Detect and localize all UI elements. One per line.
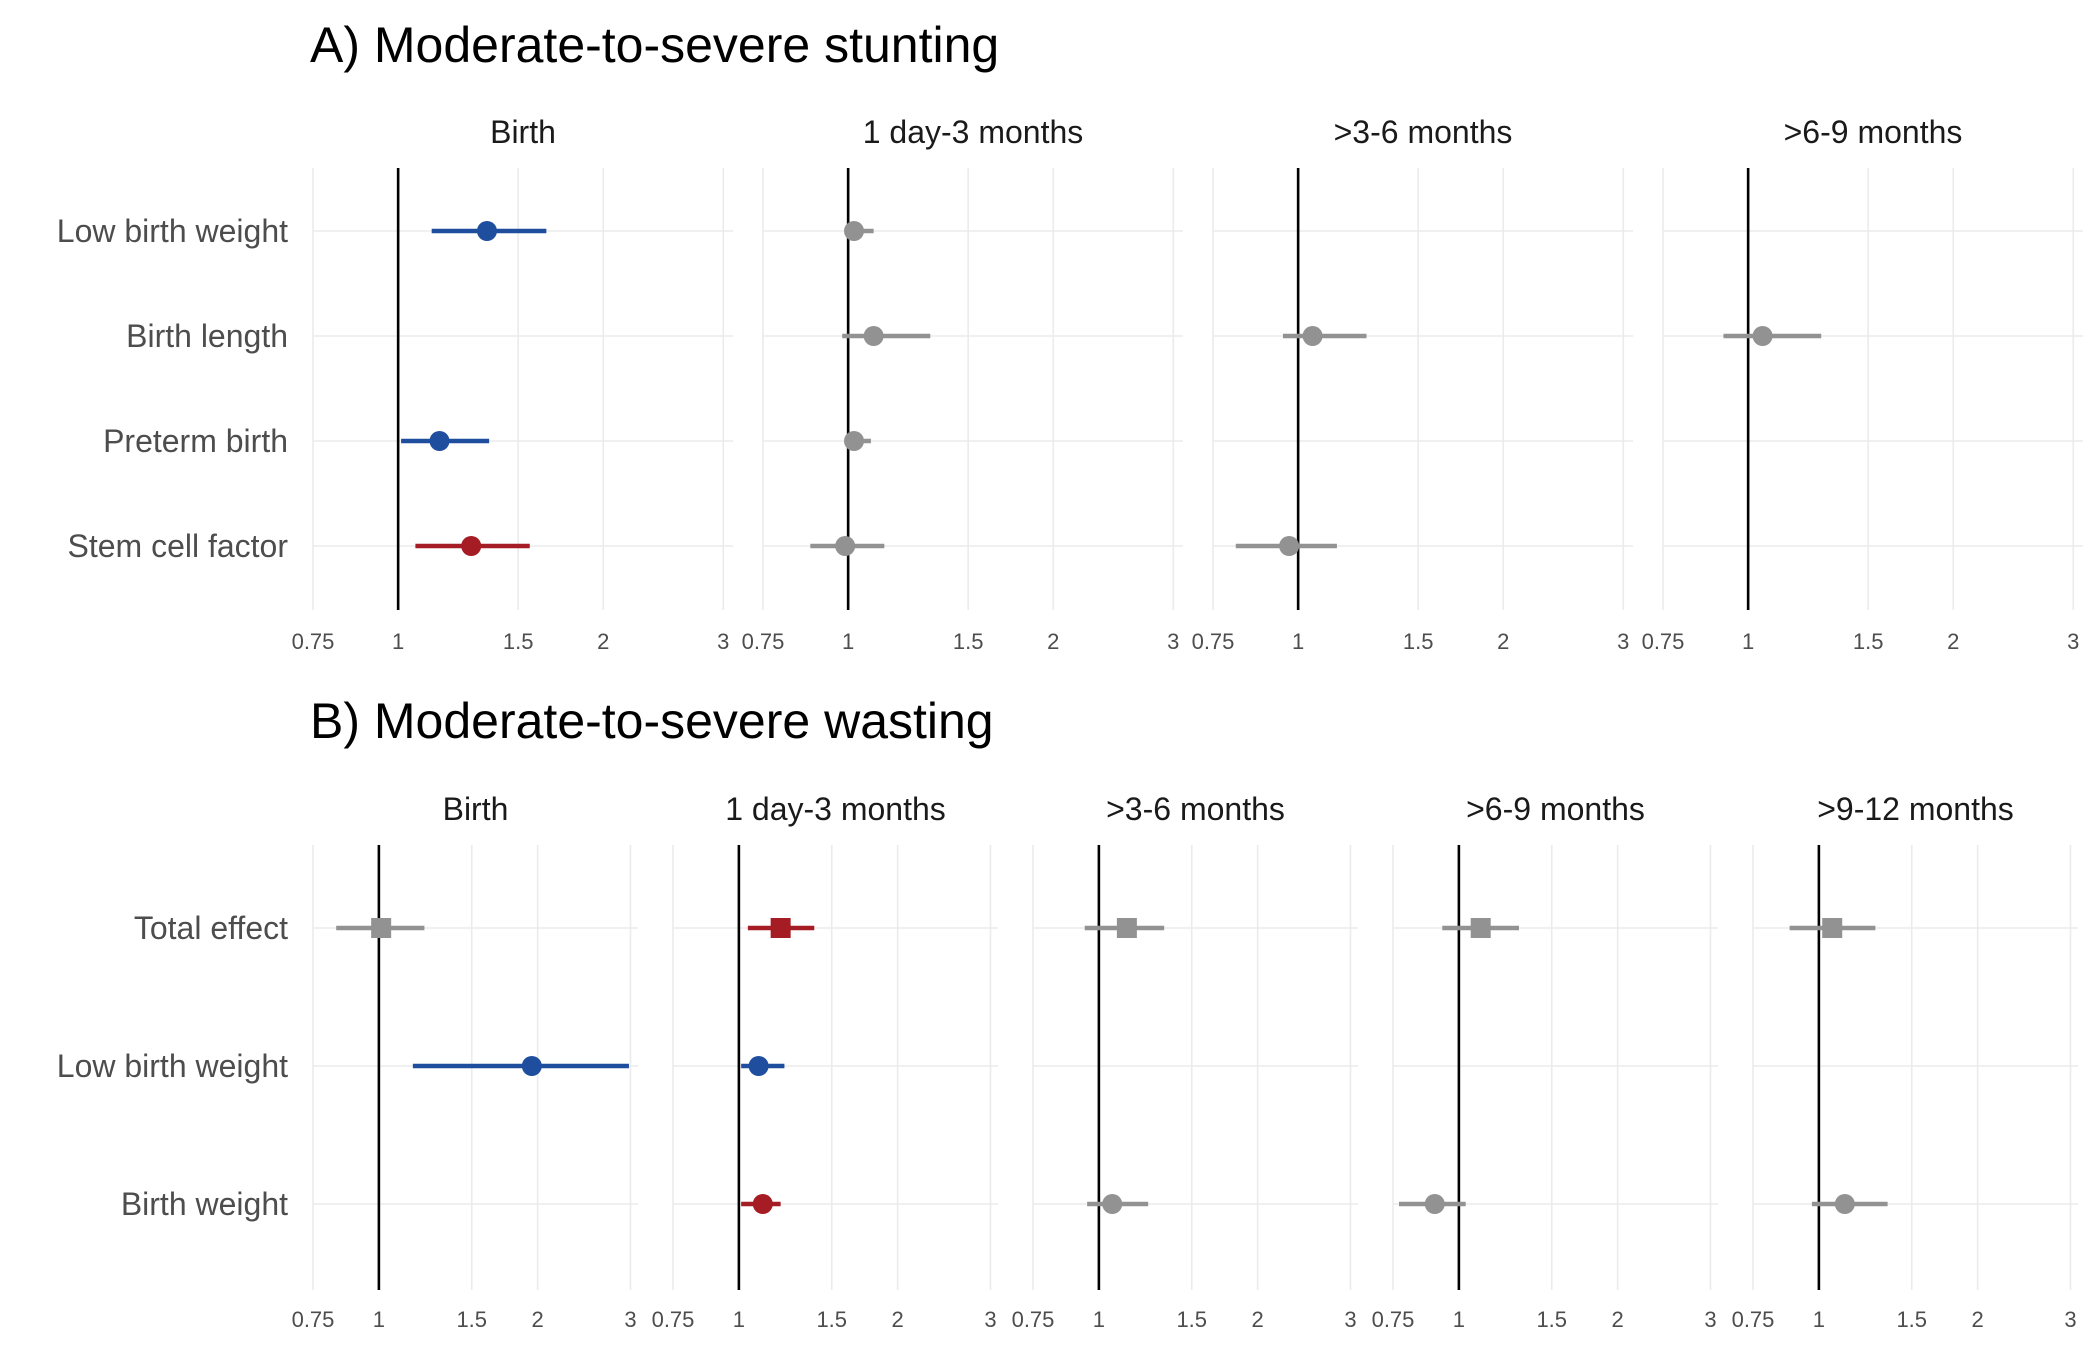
facet-label: >9-12 months xyxy=(1817,791,2014,827)
estimate-point-preterm-birth xyxy=(429,431,450,451)
facet-6-9-months: >6-9 months 0.75 1 1.5 2 3 xyxy=(1372,791,1718,1332)
panel-a-title: A) Moderate-to-severe stunting xyxy=(310,17,999,73)
estimate-point-birth-weight xyxy=(1102,1194,1123,1214)
x-tick-label: 1.5 xyxy=(953,629,984,654)
x-tick-label: 1 xyxy=(1453,1307,1465,1332)
facet-label: 1 day-3 months xyxy=(725,791,946,827)
x-tick-label: 2 xyxy=(1972,1307,1984,1332)
estimate-point-stem-cell-factor xyxy=(835,536,856,556)
estimate-point-low-birth-weight xyxy=(521,1056,542,1076)
x-tick-label: 1.5 xyxy=(456,1307,487,1332)
x-tick-label: 3 xyxy=(624,1307,636,1332)
estimate-point-birth-length xyxy=(1302,326,1323,346)
estimate-point-birth-length xyxy=(1752,326,1773,346)
estimate-square-total-effect xyxy=(1116,918,1137,938)
facet-1-day-3-months: 1 day-3 months 0.75 1 1.5 2 3 xyxy=(652,791,998,1332)
facet-1-day-3-months: 1 day-3 months 0.75 1 1.5 2 3 xyxy=(742,114,1183,654)
stunting-panel: Low birth weight Birth length Preterm birt… xyxy=(57,114,2083,654)
x-tick-label: 0.75 xyxy=(1642,629,1685,654)
estimate-point-preterm-birth xyxy=(844,431,865,451)
x-tick-label: 3 xyxy=(2064,1307,2076,1332)
x-tick-label: 0.75 xyxy=(292,629,335,654)
estimate-square-total-effect xyxy=(1822,918,1843,938)
x-tick-label: 1 xyxy=(842,629,854,654)
row-label-birth-weight: Birth weight xyxy=(121,1186,288,1222)
row-label-birth-length: Birth length xyxy=(126,318,288,354)
x-tick-label: 2 xyxy=(1047,629,1059,654)
x-tick-label: 2 xyxy=(1497,629,1509,654)
estimate-point-low-birth-weight xyxy=(844,221,865,241)
facet-birth: Birth 0.75 1 1.5 2 3 xyxy=(292,114,733,654)
x-tick-label: 2 xyxy=(597,629,609,654)
x-tick-label: 0.75 xyxy=(652,1307,695,1332)
x-tick-label: 2 xyxy=(532,1307,544,1332)
x-tick-label: 1.5 xyxy=(1403,629,1434,654)
x-tick-label: 0.75 xyxy=(1012,1307,1055,1332)
estimate-point-low-birth-weight xyxy=(748,1056,769,1076)
row-label-low-birth-weight: Low birth weight xyxy=(57,213,288,249)
x-tick-label: 0.75 xyxy=(1732,1307,1775,1332)
x-tick-label: 1 xyxy=(392,629,404,654)
wasting-panel: Total effect Low birth weight Birth weight… xyxy=(57,791,2078,1332)
estimate-square-total-effect xyxy=(770,918,791,938)
facet-3-6-months: >3-6 months 0.75 1 1.5 2 3 xyxy=(1012,791,1358,1332)
x-tick-label: 0.75 xyxy=(1372,1307,1415,1332)
facet-label: 1 day-3 months xyxy=(863,114,1084,150)
facet-3-6-months: >3-6 months 0.75 1 1.5 2 3 xyxy=(1192,114,1633,654)
x-tick-label: 2 xyxy=(892,1307,904,1332)
x-tick-label: 1 xyxy=(373,1307,385,1332)
facet-label: >3-6 months xyxy=(1334,114,1513,150)
x-tick-label: 1.5 xyxy=(503,629,534,654)
x-tick-label: 3 xyxy=(1704,1307,1716,1332)
x-tick-label: 1 xyxy=(1813,1307,1825,1332)
facet-label: >6-9 months xyxy=(1784,114,1963,150)
x-tick-label: 3 xyxy=(717,629,729,654)
x-tick-label: 3 xyxy=(1617,629,1629,654)
row-label-preterm-birth: Preterm birth xyxy=(103,423,288,459)
facet-label: >6-9 months xyxy=(1466,791,1645,827)
x-tick-label: 1.5 xyxy=(816,1307,847,1332)
x-tick-label: 2 xyxy=(1252,1307,1264,1332)
estimate-point-stem-cell-factor xyxy=(461,536,482,556)
row-label-stem-cell-factor: Stem cell factor xyxy=(67,528,288,564)
facet-label: >3-6 months xyxy=(1106,791,1285,827)
facet-label: Birth xyxy=(490,114,556,150)
estimate-square-total-effect xyxy=(371,918,392,938)
facet-9-12-months: >9-12 months 0.75 1 1.5 2 3 xyxy=(1732,791,2078,1332)
estimate-square-total-effect xyxy=(1470,918,1491,938)
x-tick-label: 3 xyxy=(1344,1307,1356,1332)
estimate-point-birth-weight xyxy=(752,1194,773,1214)
estimate-point-birth-weight xyxy=(1834,1194,1855,1214)
x-tick-label: 3 xyxy=(984,1307,996,1332)
x-tick-label: 2 xyxy=(1947,629,1959,654)
x-tick-label: 1 xyxy=(1742,629,1754,654)
x-tick-label: 0.75 xyxy=(742,629,785,654)
x-tick-label: 1.5 xyxy=(1853,629,1884,654)
row-label-total-effect: Total effect xyxy=(134,910,288,946)
x-tick-label: 3 xyxy=(2067,629,2079,654)
x-tick-label: 2 xyxy=(1612,1307,1624,1332)
estimate-point-birth-weight xyxy=(1424,1194,1445,1214)
x-tick-label: 1.5 xyxy=(1896,1307,1927,1332)
facet-6-9-months: >6-9 months 0.75 1 1.5 2 3 xyxy=(1642,114,2083,654)
x-tick-label: 1 xyxy=(1292,629,1304,654)
x-tick-label: 1 xyxy=(733,1307,745,1332)
estimate-point-birth-length xyxy=(863,326,884,346)
x-tick-label: 1.5 xyxy=(1176,1307,1207,1332)
estimate-point-low-birth-weight xyxy=(476,221,497,241)
facet-birth: Birth 0.75 1 1.5 2 3 xyxy=(292,791,638,1332)
panel-b-title: B) Moderate-to-severe wasting xyxy=(310,693,994,749)
row-label-low-birth-weight: Low birth weight xyxy=(57,1048,288,1084)
facet-label: Birth xyxy=(443,791,509,827)
x-tick-label: 1.5 xyxy=(1536,1307,1567,1332)
x-tick-label: 0.75 xyxy=(1192,629,1235,654)
x-tick-label: 0.75 xyxy=(292,1307,335,1332)
estimate-point-stem-cell-factor xyxy=(1279,536,1300,556)
x-tick-label: 1 xyxy=(1093,1307,1105,1332)
x-tick-label: 3 xyxy=(1167,629,1179,654)
